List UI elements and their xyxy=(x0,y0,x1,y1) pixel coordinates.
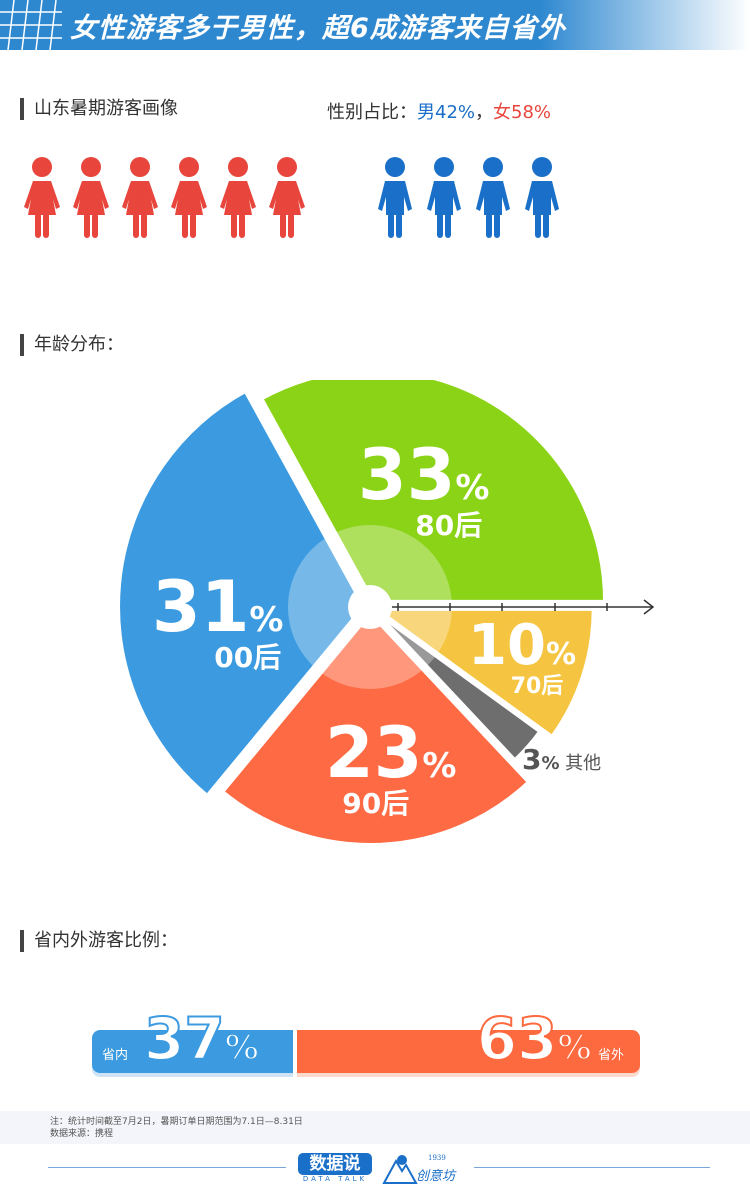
grid-decoration-icon xyxy=(0,0,62,50)
section-title-age: 年龄分布： xyxy=(20,334,124,356)
logo-chuangyifang: 1939 创意坊 xyxy=(382,1153,462,1185)
divider-left xyxy=(48,1167,286,1168)
section-title-origin: 省内外游客比例： xyxy=(20,930,178,952)
female-person-icon xyxy=(73,157,109,238)
bar-label-in: 省内 xyxy=(102,1048,129,1063)
female-person-icon xyxy=(122,157,158,238)
male-person-icon xyxy=(525,157,559,238)
section-title-profile: 山东暑期游客画像 xyxy=(20,98,178,120)
ratio-sep: ， xyxy=(475,102,494,123)
label-00s: 31% 00后 xyxy=(152,566,284,674)
bar-value-out: 63% xyxy=(476,1005,593,1073)
female-person-icon xyxy=(220,157,256,238)
pie-slice-80后 xyxy=(258,380,608,604)
label-80s: 33% 80后 xyxy=(358,434,490,542)
axis-arrow-icon xyxy=(643,599,655,615)
label-90s: 23% 90后 xyxy=(325,712,457,820)
bar-label-out: 省外 xyxy=(597,1048,624,1063)
pie-slice-70后 xyxy=(369,606,596,740)
mountain-logo-icon xyxy=(382,1155,418,1184)
male-person-icon xyxy=(427,157,461,238)
footer-notes: 注：统计时间截至7月2日，暑期订单日期范围为7.1日—8.31日 数据来源：携程 xyxy=(0,1111,750,1144)
bar-value-in: 37% xyxy=(143,1005,260,1073)
divider-right xyxy=(474,1167,710,1168)
footnote: 注：统计时间截至7月2日，暑期订单日期范围为7.1日—8.31日 xyxy=(50,1117,303,1127)
data-source: 数据来源：携程 xyxy=(50,1129,114,1139)
ratio-label: 性别占比： xyxy=(327,102,417,123)
pie-slice-其他 xyxy=(373,609,544,764)
page-title: 女性游客多于男性，超6成游客来自省外 xyxy=(70,13,566,44)
female-icons xyxy=(24,157,305,238)
bar-in-province: 省内 37% xyxy=(92,1009,293,1073)
female-ratio: 女58% xyxy=(493,102,552,123)
center-dot xyxy=(348,585,392,629)
female-person-icon xyxy=(269,157,305,238)
gender-ratio: 性别占比：男42%，女58% xyxy=(327,98,551,124)
female-person-icon xyxy=(24,157,60,238)
age-pie-chart xyxy=(116,380,655,847)
pie-slice-90后 xyxy=(219,609,532,847)
female-person-icon xyxy=(171,157,207,238)
male-icons xyxy=(378,157,559,238)
label-70s: 10% 70后 xyxy=(468,613,576,699)
pie-slice-00后 xyxy=(116,388,367,799)
label-other: 3% 其他 xyxy=(522,743,602,776)
male-ratio: 男42% xyxy=(417,102,476,123)
header-banner: 女性游客多于男性，超6成游客来自省外 xyxy=(0,0,750,50)
male-person-icon xyxy=(378,157,412,238)
male-person-icon xyxy=(476,157,510,238)
logo-data-talk: 数据说 DATA TALK xyxy=(298,1153,372,1183)
bar-out-province: 省外 63% xyxy=(296,1009,640,1073)
